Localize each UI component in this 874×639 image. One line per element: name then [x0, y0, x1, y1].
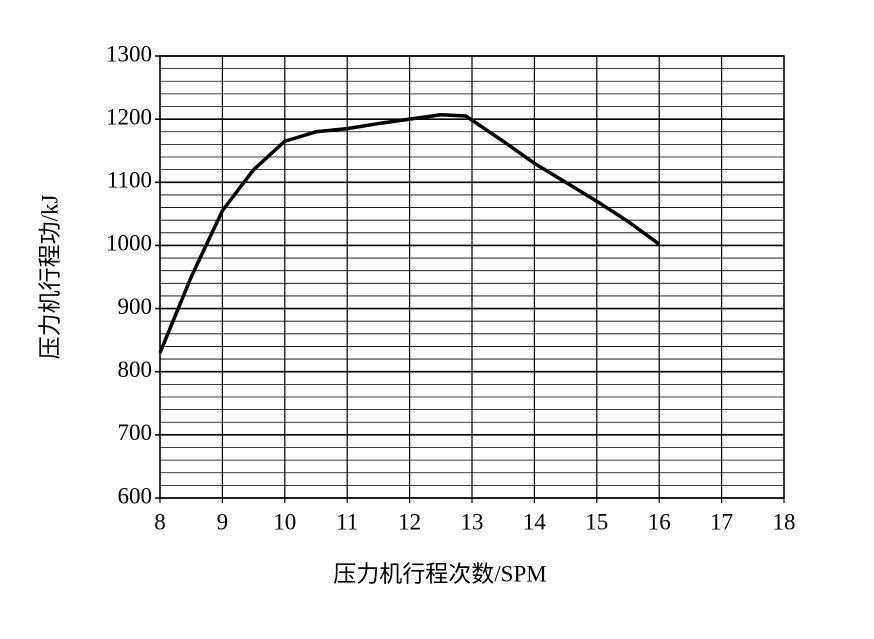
y-tick-label: 700	[118, 420, 153, 445]
y-tick-label: 1100	[107, 168, 152, 193]
y-tick-label: 1000	[106, 231, 152, 256]
y-tick-label: 1300	[106, 41, 152, 66]
y-tick-label: 900	[118, 294, 153, 319]
x-tick-label: 8	[154, 509, 166, 534]
x-tick-label: 15	[585, 509, 608, 534]
x-tick-label: 18	[773, 509, 796, 534]
x-tick-label: 14	[523, 509, 547, 534]
x-tick-label: 10	[273, 509, 296, 534]
y-tick-label: 800	[118, 357, 153, 382]
y-tick-label: 1200	[106, 104, 152, 129]
y-tick-label: 600	[118, 483, 153, 508]
x-tick-label: 9	[217, 509, 229, 534]
x-tick-label: 16	[648, 509, 671, 534]
x-axis-label: 压力机行程次数/SPM	[333, 561, 546, 586]
data-line	[158, 112, 661, 354]
x-tick-label: 11	[336, 509, 358, 534]
plot-border	[159, 55, 785, 499]
y-axis-label: 压力机行程功/kJ	[37, 195, 62, 360]
x-tick-label: 17	[710, 509, 733, 534]
x-tick-label: 12	[398, 509, 421, 534]
x-tick-label: 13	[461, 509, 484, 534]
